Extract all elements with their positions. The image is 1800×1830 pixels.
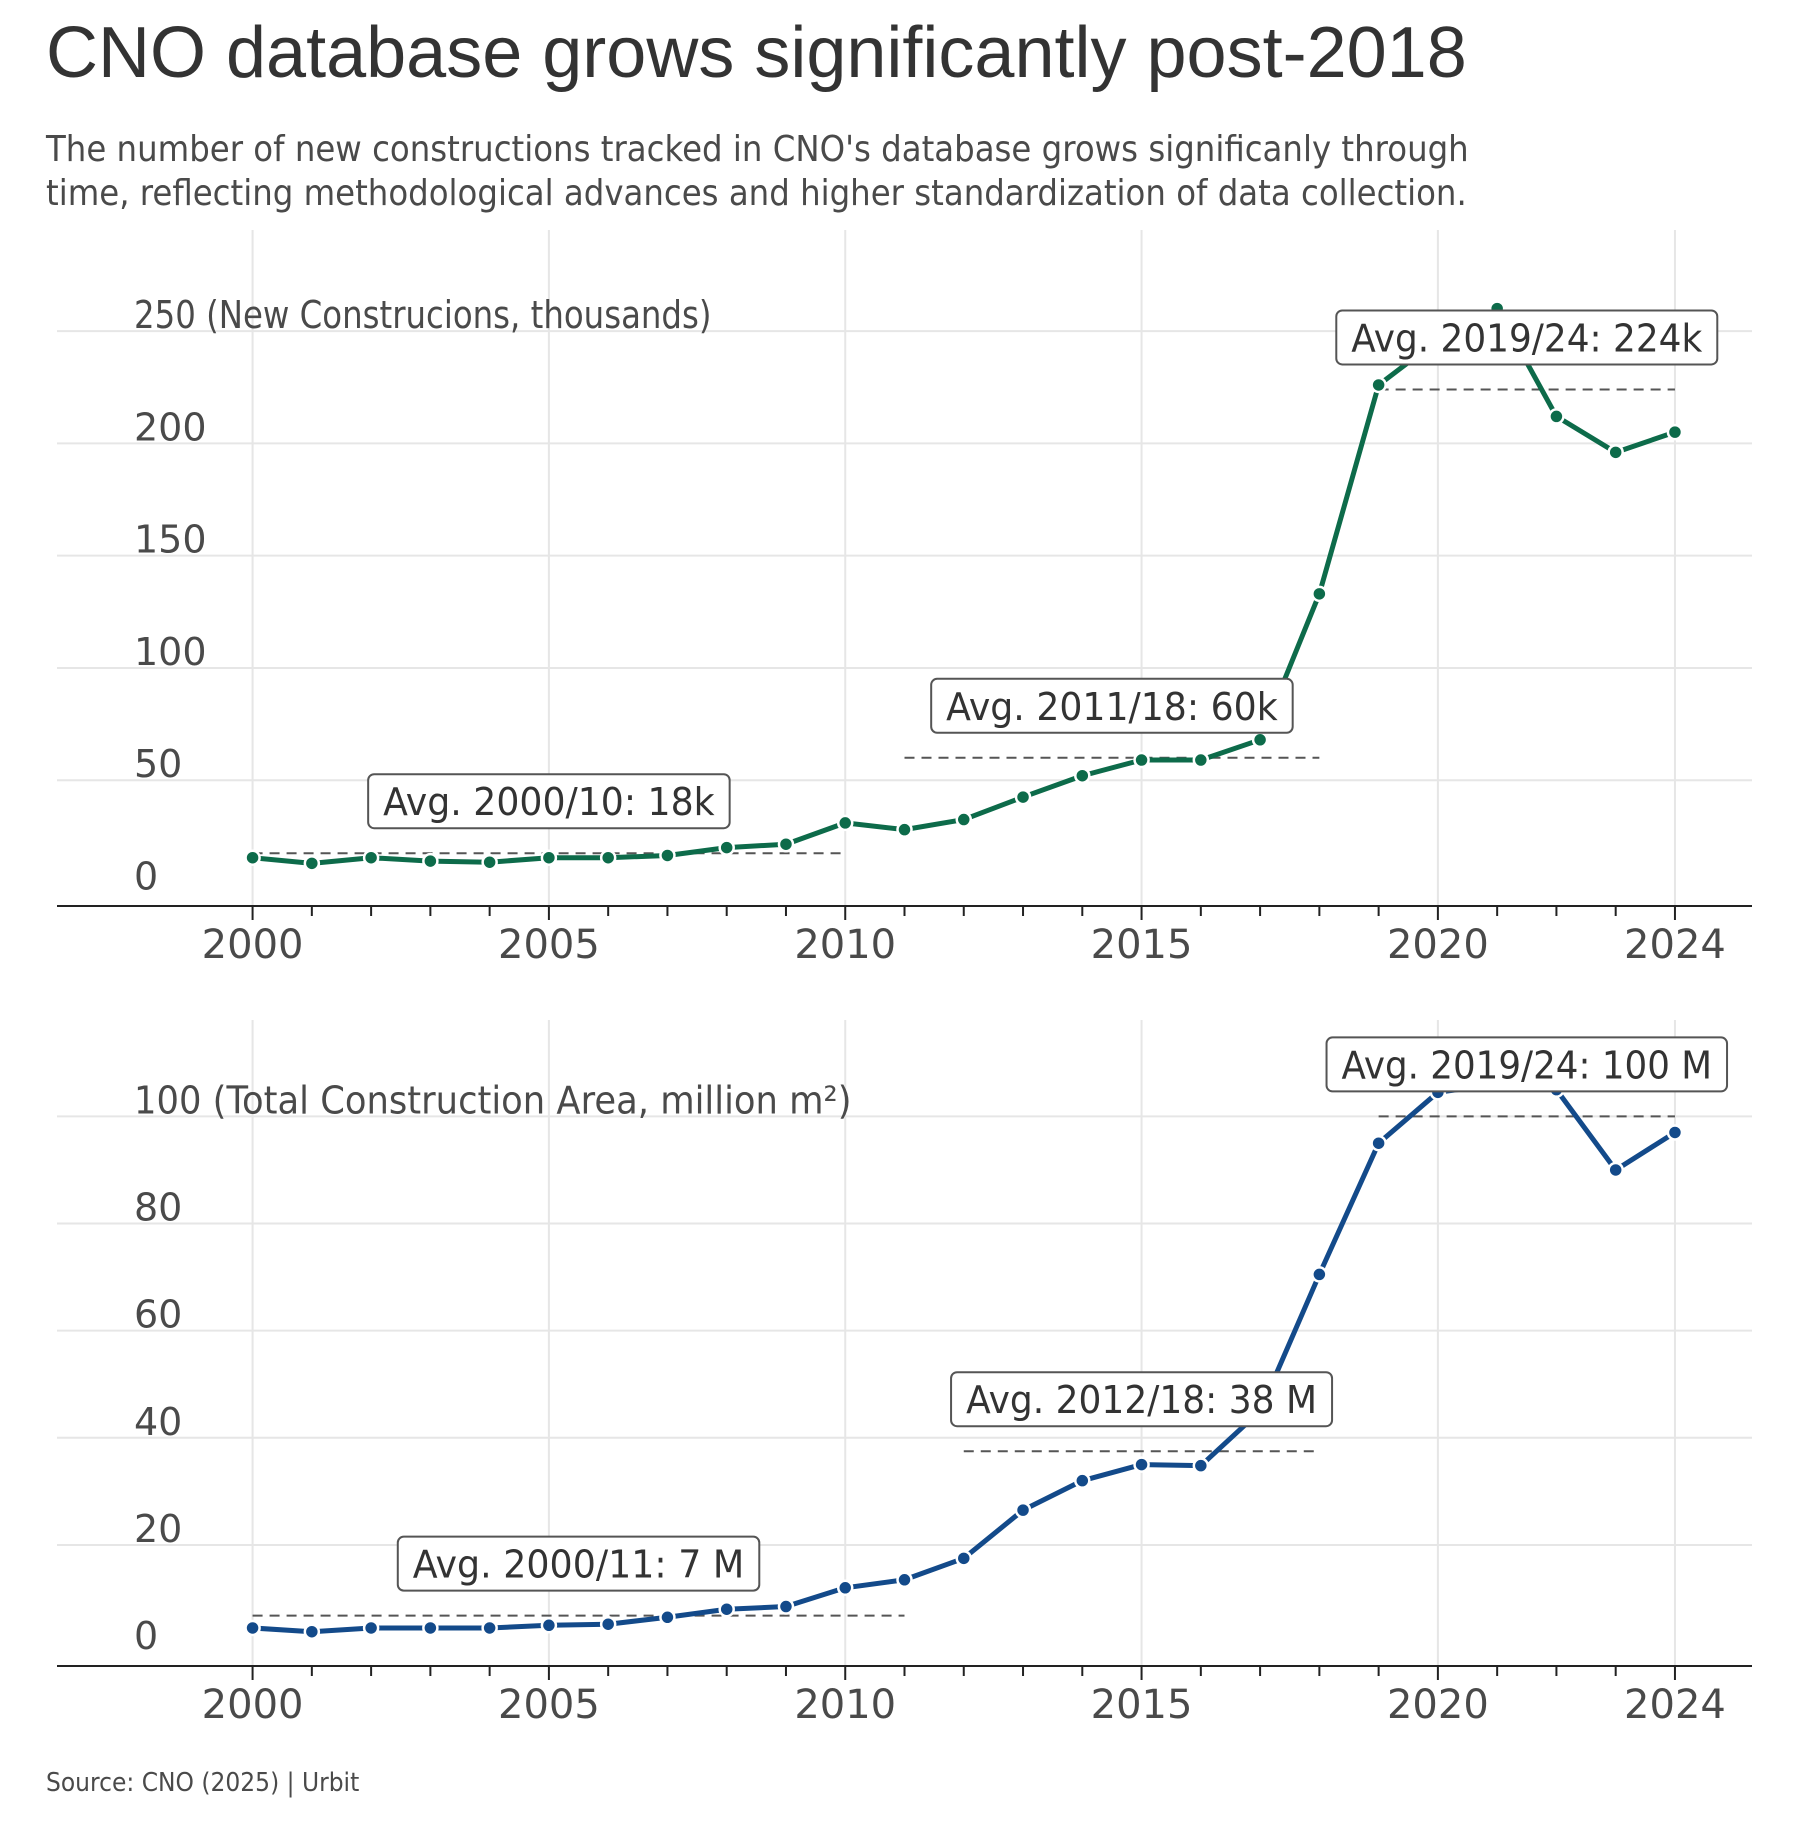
data-point: [1311, 1266, 1328, 1283]
data-point: [481, 1619, 498, 1637]
average-label: Avg. 2000/10: 18k: [383, 780, 715, 824]
new-constructions-chart: 0 50 100 150 200 250 (New Construcions, thous…: [57, 230, 1752, 968]
average-label: Avg. 2000/11: 7 M: [413, 1543, 745, 1587]
data-point: [244, 1619, 261, 1637]
page-title: CNO database grows significantly post-20…: [46, 13, 1467, 93]
average-label-box: [367, 773, 731, 830]
data-point: [244, 849, 261, 866]
x-tick-label: 2024: [1624, 1682, 1726, 1728]
y-tick-label: 60: [134, 1293, 182, 1337]
data-point: [1370, 376, 1387, 394]
data-point: [362, 1619, 380, 1637]
x-tick-label: 2010: [794, 922, 896, 968]
x-tick-label: 2005: [498, 922, 600, 968]
source-caption: Source: CNO (2025) | Urbit: [46, 1768, 360, 1798]
x-tick-label: 2000: [202, 922, 304, 968]
data-point: [955, 1550, 973, 1567]
y-tick-label: 150: [134, 518, 207, 562]
y-tick-label: 50: [134, 742, 182, 786]
data-point: [718, 1600, 735, 1618]
data-point: [1370, 1134, 1387, 1152]
data-point: [422, 852, 439, 870]
y-tick-label: 100 (Total Construction Area, million m²…: [134, 1078, 852, 1122]
average-label: Avg. 2019/24: 100 M: [1342, 1043, 1713, 1087]
data-point: [481, 853, 498, 871]
data-point: [1311, 585, 1328, 603]
data-point: [362, 849, 380, 866]
average-label-box: [396, 1535, 761, 1592]
data-point: [659, 1609, 676, 1626]
data-point: [836, 1579, 854, 1597]
average-label: Avg. 2012/18: 38 M: [966, 1378, 1317, 1422]
data-point: [1074, 1472, 1091, 1489]
data-point: [599, 849, 617, 866]
average-label-box: [950, 1371, 1334, 1428]
x-tick-label: 2015: [1091, 1682, 1193, 1728]
data-point: [1192, 751, 1210, 769]
data-point: [1548, 408, 1565, 425]
data-point: [718, 839, 735, 856]
data-point: [896, 821, 913, 838]
data-point: [1666, 423, 1684, 441]
subtitle-line-1: The number of new constructions tracked …: [46, 129, 1469, 170]
data-point: [1014, 788, 1032, 806]
data-point: [777, 1598, 795, 1615]
average-label: Avg. 2019/24: 224k: [1351, 316, 1702, 360]
data-point: [1607, 444, 1624, 461]
x-tick-label: 2010: [794, 1682, 896, 1728]
data-point: [540, 1617, 558, 1634]
data-point: [422, 1619, 439, 1637]
y-tick-label: 250 (New Construcions, thousands): [134, 293, 712, 337]
subtitle: The number of new constructions tracked …: [46, 128, 1469, 216]
average-label-box: [1335, 309, 1719, 366]
data-point: [777, 835, 795, 853]
y-tick-label: 100: [134, 630, 207, 674]
data-point: [836, 814, 854, 832]
average-label-box: [1325, 1036, 1729, 1093]
x-tick-label: 2020: [1387, 922, 1489, 968]
y-tick-label: 20: [134, 1507, 182, 1551]
x-tick-label: 2000: [202, 1682, 304, 1728]
data-point: [1014, 1501, 1032, 1519]
data-point: [303, 1623, 321, 1640]
y-tick-label: 200: [134, 405, 207, 449]
data-point: [303, 855, 321, 872]
data-point: [1251, 731, 1269, 749]
y-tick-label: 0: [134, 855, 158, 899]
subtitle-line-2: time, reflecting methodological advances…: [46, 173, 1467, 214]
data-point: [659, 847, 676, 864]
data-point: [955, 811, 973, 828]
data-point: [1192, 1457, 1210, 1474]
data-point: [1607, 1161, 1624, 1179]
x-tick-label: 2024: [1624, 922, 1726, 968]
data-point: [599, 1615, 617, 1633]
y-tick-label: 80: [134, 1186, 182, 1230]
data-point: [1666, 1124, 1684, 1141]
x-tick-label: 2005: [498, 1682, 600, 1728]
x-tick-label: 2015: [1091, 922, 1193, 968]
average-label-box: [930, 677, 1294, 734]
average-label: Avg. 2011/18: 60k: [946, 685, 1278, 729]
construction-area-chart: 0 20 40 60 80 100 (Total Construction Area, m…: [57, 1020, 1752, 1728]
data-point: [896, 1571, 913, 1589]
data-point: [1133, 1456, 1150, 1473]
y-tick-label: 40: [134, 1400, 182, 1444]
x-tick-label: 2020: [1387, 1682, 1489, 1728]
data-point: [540, 849, 558, 866]
y-tick-label: 0: [134, 1614, 158, 1658]
data-point: [1074, 767, 1091, 784]
data-point: [1133, 751, 1150, 769]
